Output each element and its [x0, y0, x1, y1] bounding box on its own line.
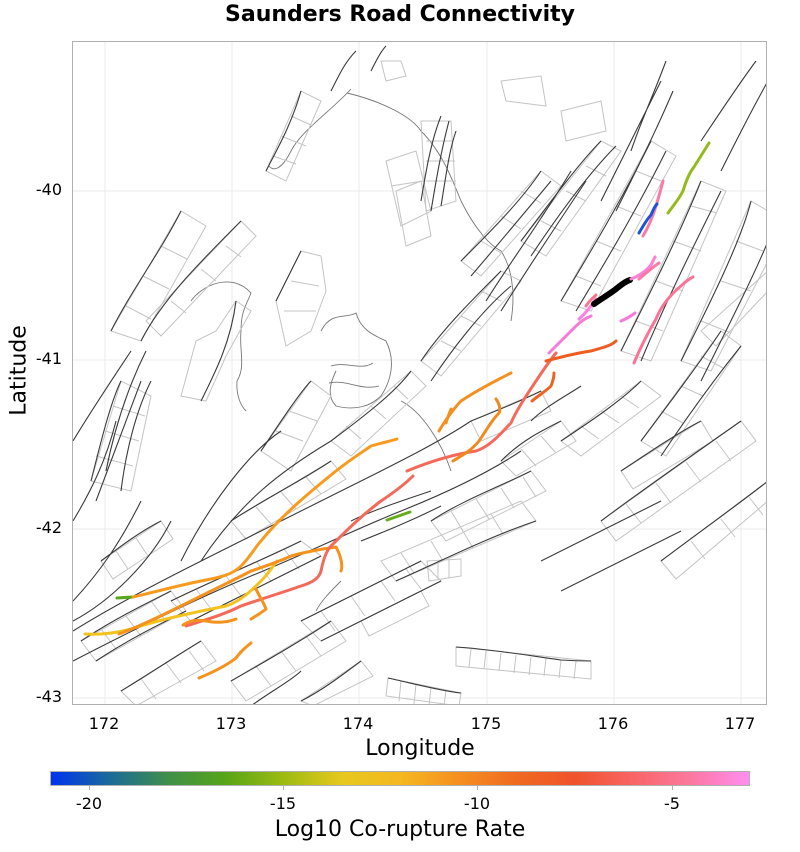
x-tick-label: 172	[88, 714, 120, 733]
plot-area	[72, 41, 767, 705]
y-tick-label: -41	[35, 349, 62, 368]
colorbar-tick-mark	[89, 786, 90, 790]
segment-awatere-red	[184, 474, 415, 628]
segment-ohariu-orange	[437, 371, 513, 433]
colorbar-tick-label: -5	[664, 794, 680, 813]
chart-title: Saunders Road Connectivity	[225, 2, 575, 27]
grid-lines	[73, 42, 766, 704]
coastline	[190, 88, 514, 612]
segment-pink-red-short	[584, 293, 598, 308]
co-rupture-segments	[83, 141, 711, 680]
colorbar-label: Log10 Co-rupture Rate	[274, 817, 526, 842]
segment-hope-yellow	[83, 559, 279, 636]
segment-saunders-adjacent-pink	[619, 311, 637, 323]
x-tick-label: 173	[215, 714, 247, 733]
colorbar-tick-mark	[283, 786, 284, 790]
segment-wairarapa-orange	[530, 371, 556, 403]
segment-marlborough-green	[385, 510, 412, 522]
segment-wairarapa-redorange	[544, 339, 618, 363]
segment-hope-green	[115, 595, 135, 600]
y-tick-label: -43	[35, 687, 62, 706]
segment-saunders-road	[591, 277, 633, 307]
segment-wellington-orange	[451, 397, 502, 463]
segment-east-pink	[632, 275, 695, 365]
colorbar-tick-mark	[672, 786, 673, 790]
segment-wellington-pink	[547, 314, 593, 355]
x-tick-label: 175	[470, 714, 502, 733]
y-tick-label: -42	[35, 518, 62, 537]
colorbar-tick-mark	[477, 786, 478, 790]
fault-section-polygons	[80, 60, 766, 704]
segment-alpine-orange	[131, 437, 399, 599]
y-tick-label: -40	[35, 180, 62, 199]
segment-ne-pink-b	[637, 261, 661, 281]
colorbar-tick-label: -15	[269, 794, 297, 813]
x-tick-label: 174	[342, 714, 374, 733]
x-axis-label: Longitude	[365, 736, 475, 761]
segment-north-blue	[637, 202, 659, 235]
x-tick-label: 177	[724, 714, 756, 733]
colorbar-tick-label: -20	[75, 794, 103, 813]
colorbar	[50, 771, 750, 786]
segment-ohariu-branch	[444, 407, 453, 425]
segment-kekerengu-orange	[197, 587, 268, 680]
colorbar-tick-label: -10	[463, 794, 491, 813]
segment-east-green	[666, 141, 711, 215]
x-tick-label: 176	[597, 714, 629, 733]
segment-wairau-orange	[117, 545, 344, 636]
fault-traces	[73, 45, 766, 704]
segment-ne-pink-a	[629, 255, 657, 281]
y-axis-label: Latitude	[6, 325, 32, 416]
fault-map	[73, 42, 766, 704]
segment-orange-lower	[181, 617, 238, 627]
segment-clarence-red	[405, 351, 558, 473]
